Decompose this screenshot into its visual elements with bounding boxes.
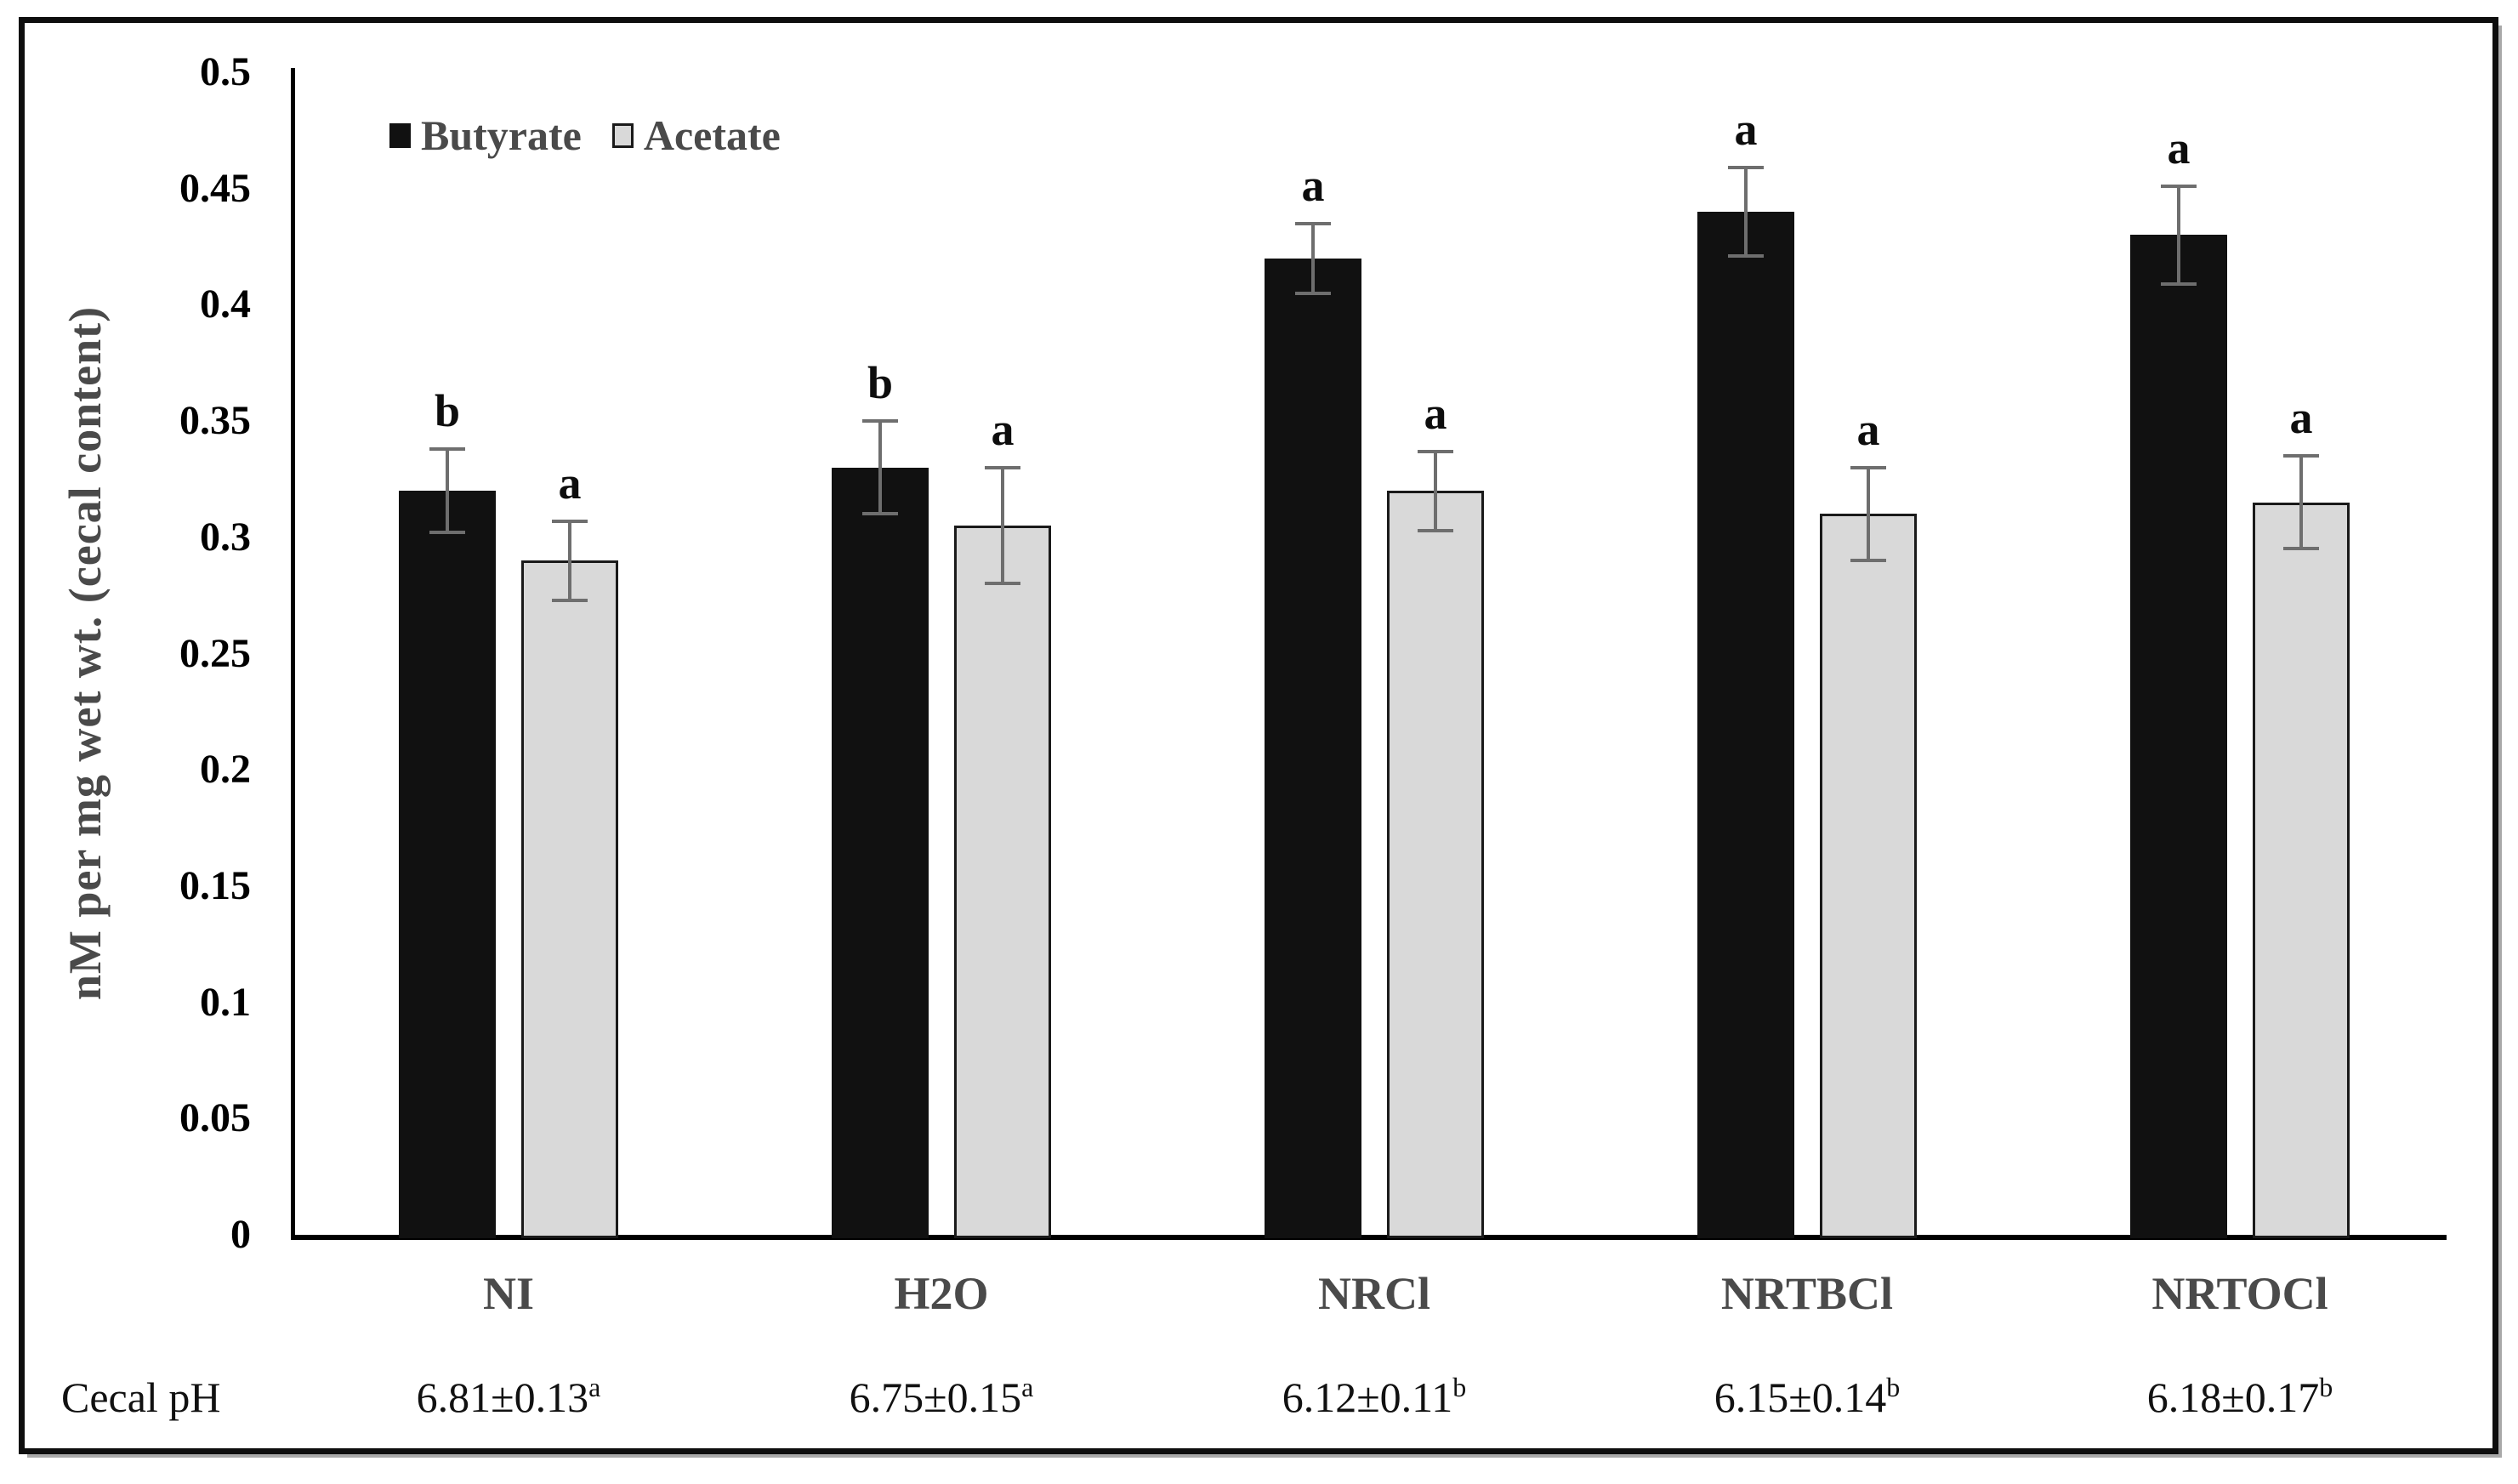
y-axis-line [291,68,295,1239]
error-bar-cap [552,598,588,602]
error-bar-cap [1295,291,1331,295]
error-bar-cap [1850,559,1886,563]
butyrate-bar-H2O [832,467,929,1238]
error-bar-cap [1728,253,1764,258]
cecal-ph-value-NRCl: 6.12±0.11b [1282,1372,1467,1421]
acetate-swatch-icon [611,122,634,148]
legend-label-acetate: Acetate [643,111,781,159]
error-bar [1001,467,1004,584]
error-bar-cap [2161,281,2197,286]
y-tick-label: 0.45 [179,165,251,211]
y-tick-label: 0.35 [179,398,251,444]
y-tick-label: 0.05 [179,1095,251,1141]
legend-item-acetate: Acetate [611,111,781,159]
error-bar [1867,467,1870,561]
acetate-bar-NRCl [1387,491,1484,1238]
error-bar [1311,223,1315,293]
legend-item-butyrate: Butyrate [389,114,582,156]
butyrate-bar-NRTOCl [2130,235,2227,1238]
category-label-H2O: H2O [894,1268,989,1319]
significance-letter: a [2167,122,2191,173]
error-bar-cap [985,465,1020,469]
x-axis-line [291,1235,2447,1240]
error-bar-cap [1418,449,1453,453]
cecal-ph-value-NRTOCl: 6.18±0.17b [2146,1372,2333,1421]
butyrate-bar-NI [399,491,496,1238]
cecal-ph-value-NI: 6.81±0.13a [416,1372,601,1421]
error-bar-cap [1728,166,1764,170]
error-bar-cap [862,512,898,516]
error-bar-cap [552,519,588,523]
error-bar-cap [1850,465,1886,469]
cecal-ph-row-label: Cecal pH [61,1373,221,1421]
error-bar [878,421,882,515]
significance-letter: a [1424,387,1447,439]
error-bar-cap [1418,528,1453,532]
y-tick-label: 0.5 [200,49,251,94]
error-bar-cap [429,531,465,535]
category-label-NRTBCl: NRTBCl [1720,1268,1894,1319]
error-bar-cap [985,582,1020,586]
significance-letter: b [434,384,461,436]
error-bar [1434,451,1437,531]
error-bar-cap [2161,184,2197,188]
butyrate-bar-NRTBCl [1697,212,1794,1238]
acetate-bar-H2O [954,526,1051,1238]
legend-label-butyrate: Butyrate [421,111,582,159]
significance-letter: a [2289,392,2313,444]
category-label-NRTOCl: NRTOCl [2151,1268,2328,1319]
figure-border [19,17,2498,1454]
error-bar [2299,456,2303,549]
y-tick-label: 0.3 [200,514,251,560]
cecal-ph-value-H2O: 6.75±0.15a [849,1372,1034,1421]
acetate-bar-NRTBCl [1820,514,1917,1238]
error-bar [2177,185,2180,284]
category-label-NRCl: NRCl [1318,1268,1430,1319]
category-label-NI: NI [482,1268,535,1319]
butyrate-swatch-icon [389,122,411,148]
significance-letter: a [1734,104,1758,156]
error-bar [568,520,571,600]
significance-letter: a [991,403,1015,455]
acetate-bar-NRTOCl [2253,502,2350,1238]
error-bar [1744,168,1748,256]
legend: Butyrate Acetate [389,114,781,156]
error-bar [446,448,449,533]
y-tick-label: 0.2 [200,747,251,793]
error-bar-cap [2283,454,2319,458]
significance-letter: a [1856,403,1880,455]
y-tick-label: 0 [230,1212,251,1257]
significance-letter: b [867,357,894,409]
y-tick-label: 0.1 [200,979,251,1025]
error-bar-cap [862,419,898,424]
error-bar-cap [1295,221,1331,225]
significance-letter: a [1301,159,1325,211]
y-tick-label: 0.15 [179,862,251,908]
butyrate-bar-NRCl [1265,258,1361,1238]
error-bar-cap [2283,547,2319,551]
error-bar-cap [429,446,465,451]
acetate-bar-NI [521,560,618,1238]
y-tick-label: 0.25 [179,630,251,676]
significance-letter: a [558,457,582,509]
y-tick-label: 0.4 [200,281,251,327]
cecal-ph-value-NRTBCl: 6.15±0.14b [1714,1372,1901,1421]
